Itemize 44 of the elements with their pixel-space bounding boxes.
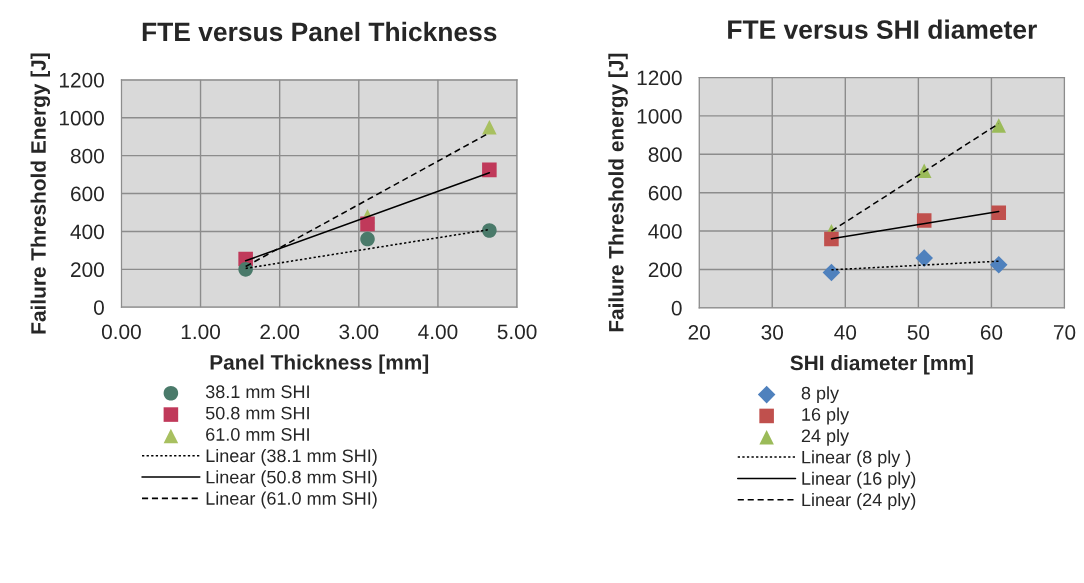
x-tick-label: 2.00 (260, 324, 300, 340)
y-tick-label: 400 (70, 224, 104, 240)
legend-label: 16 ply (802, 407, 850, 425)
legend-label: 50.8 mm SHI (205, 406, 309, 420)
y-tick-label: 200 (71, 262, 104, 278)
x-tick-label: 60 (980, 325, 1003, 340)
y-axis-title: Failure Threshold energy [J] (608, 53, 628, 332)
y-tick-label: 0 (671, 300, 682, 316)
x-tick-label: 5.00 (497, 324, 537, 340)
legend-label: Linear (38.1 mm SHI) (206, 448, 377, 466)
y-tick-label: 0 (93, 300, 104, 315)
legend-label: Linear (8 ply ) (802, 450, 911, 468)
legend-label: Linear (24 ply) (802, 492, 916, 510)
y-tick-label: 1200 (59, 72, 104, 88)
y-tick-label: 1000 (59, 110, 104, 126)
y-tick-label: 1200 (637, 70, 682, 86)
legend-label: 61.0 mm SHI (206, 428, 309, 441)
x-tick-label: 20 (688, 325, 710, 340)
chart-title: FTE versus SHI diameter (728, 19, 1037, 39)
x-tick-label: 3.00 (339, 324, 379, 340)
x-tick-label: 1.00 (181, 324, 220, 340)
x-tick-label: 0.00 (101, 324, 141, 340)
legend-label: Linear (61.0 mm SHI) (206, 491, 377, 509)
x-tick-label: 4.00 (418, 324, 458, 340)
y-axis-title: Failure Threshold Energy [J] (30, 53, 51, 334)
x-tick-label: 40 (834, 325, 857, 340)
legend-label: Linear (16 ply) (802, 471, 916, 489)
x-tick-label: 70 (1053, 325, 1076, 340)
x-axis-title: SHI diameter [mm] (790, 355, 973, 375)
x-axis-title: Panel Thickness [mm] (210, 354, 429, 374)
y-tick-label: 800 (648, 147, 682, 163)
x-tick-label: 50 (907, 325, 930, 340)
y-tick-label: 200 (648, 262, 682, 278)
legend-label: 8 ply (801, 386, 840, 404)
legend-label: 38.1 mm SHI (205, 385, 309, 399)
x-tick-label: 30 (761, 325, 784, 340)
y-tick-label: 800 (70, 148, 104, 164)
legend-label: Linear (50.8 mm SHI) (206, 470, 377, 488)
y-tick-label: 1000 (637, 108, 682, 124)
y-tick-label: 600 (71, 186, 104, 202)
y-tick-label: 600 (648, 185, 682, 201)
y-tick-label: 400 (648, 224, 682, 239)
chart-title: FTE versus Panel Thickness (142, 21, 497, 42)
legend-label: 24 ply (801, 428, 850, 446)
